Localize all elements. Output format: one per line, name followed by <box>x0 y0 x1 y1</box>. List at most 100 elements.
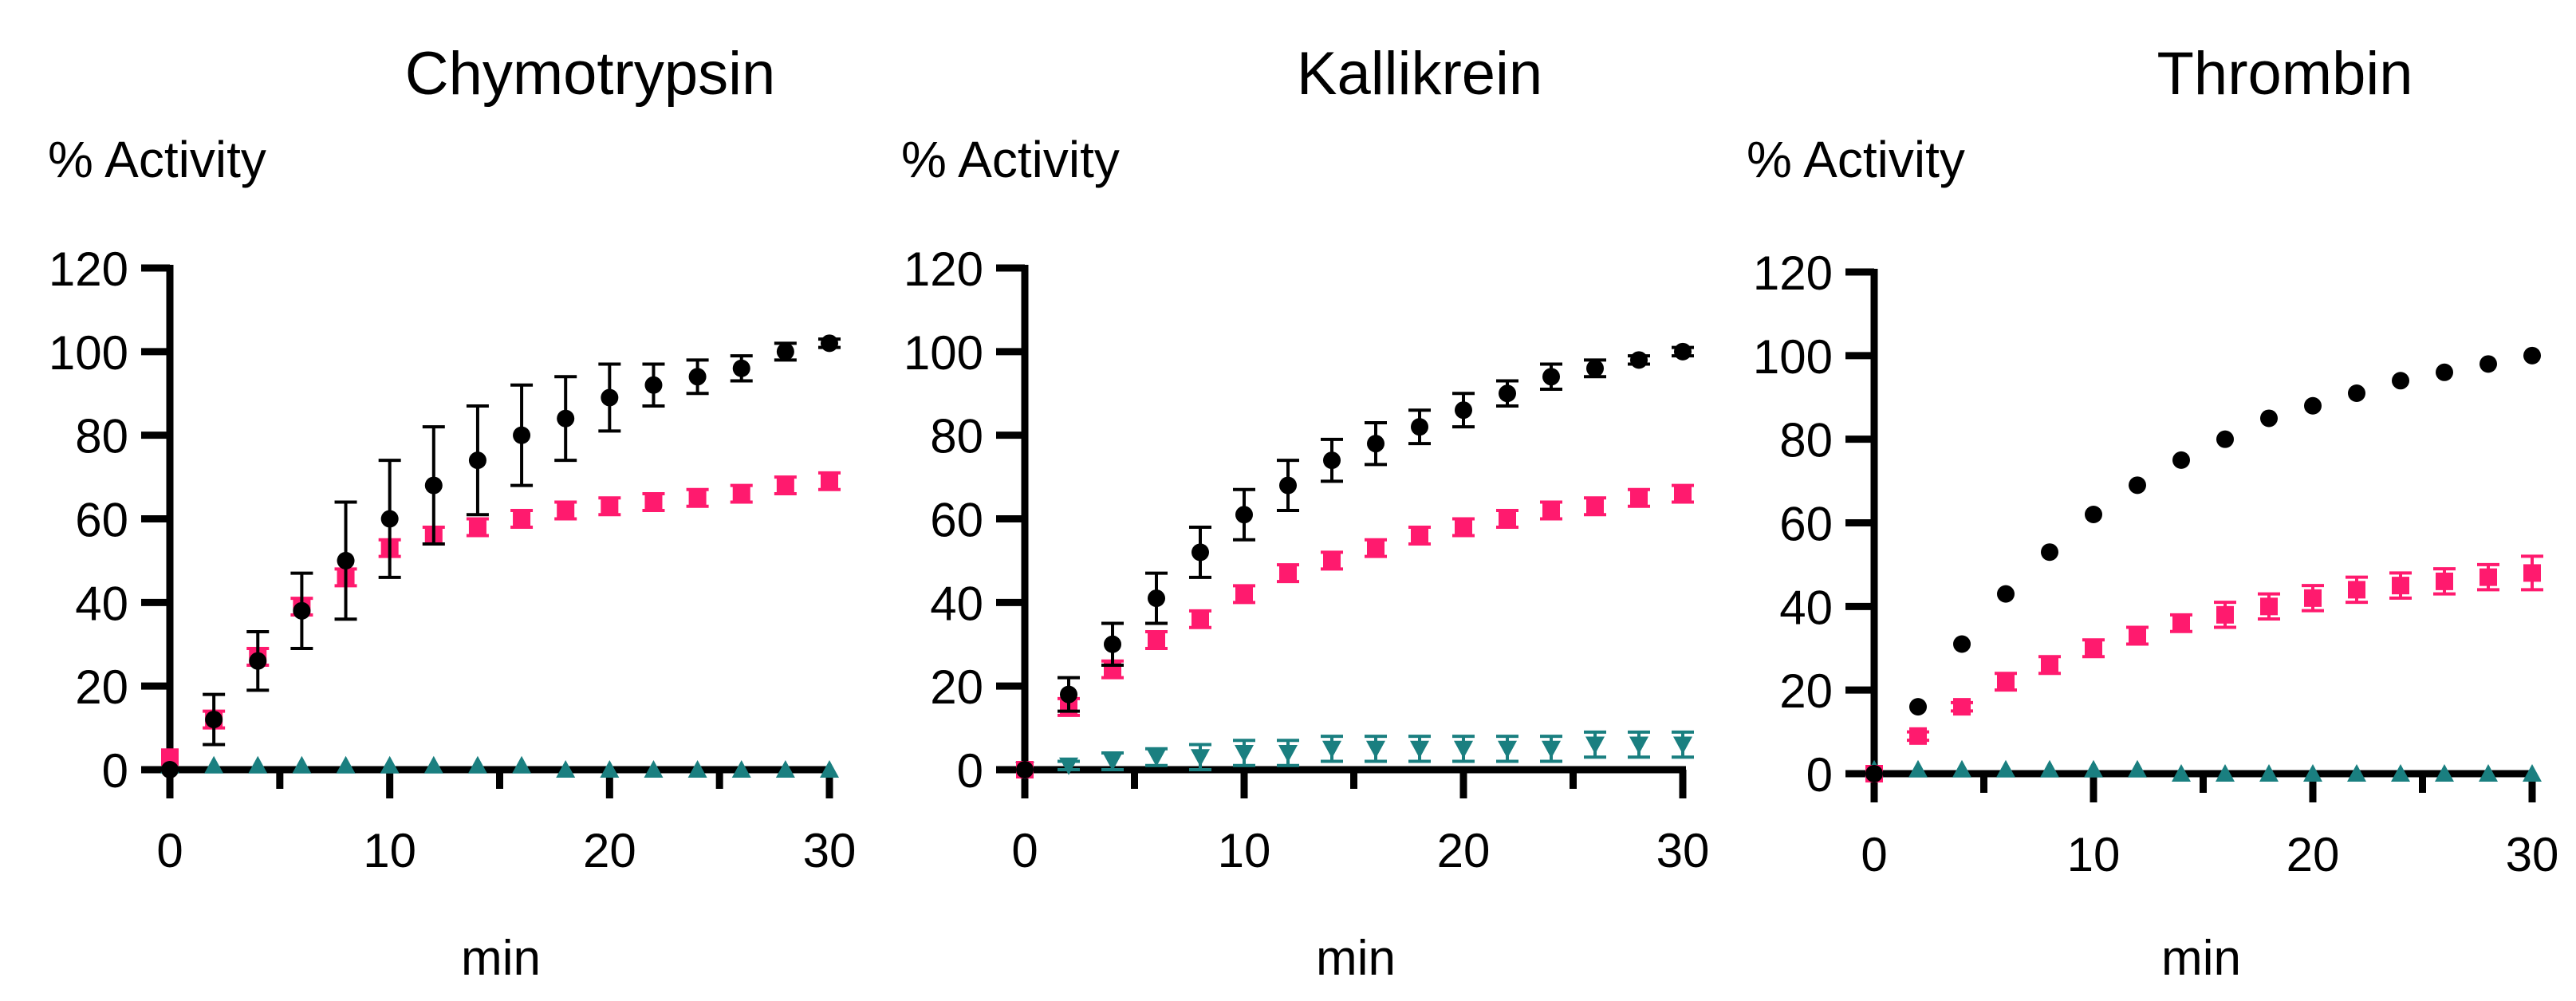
data-point-pink <box>1630 489 1648 507</box>
data-point-teal <box>1629 736 1648 755</box>
y-tick-label: 80 <box>930 410 983 463</box>
data-point-pink <box>1997 672 2015 691</box>
data-point-black <box>2479 355 2497 373</box>
data-point-teal <box>2259 764 2279 782</box>
data-point-teal <box>2391 764 2410 782</box>
plot-area: 0 20 40 60 80 100 120 0 10 20 30 <box>904 242 1709 877</box>
data-point-pink <box>1674 485 1692 503</box>
data-point-black <box>513 426 531 444</box>
data-point-black <box>732 359 750 377</box>
data-point-pink <box>1953 698 1971 716</box>
y-tick-label: 120 <box>49 242 128 296</box>
data-point-pink <box>1542 502 1560 520</box>
y-tick-label: 40 <box>1779 581 1833 634</box>
data-point-teal <box>292 755 312 774</box>
data-point-black <box>1865 765 1883 782</box>
y-tick-label: 80 <box>75 410 128 463</box>
data-point-teal <box>2040 759 2059 778</box>
data-point-pink <box>2348 581 2365 599</box>
chart-panel-thrombin: Thrombin % Activity min 0204060801001200… <box>1747 40 2558 986</box>
data-point-pink <box>732 485 750 503</box>
y-tick-label: 20 <box>1779 664 1833 718</box>
y-tick-label: 40 <box>930 577 983 630</box>
data-point-teal <box>2216 764 2235 782</box>
x-tick-label: 30 <box>803 824 857 877</box>
y-axis-label: % Activity <box>1747 131 1965 188</box>
y-tick-label: 20 <box>930 660 983 714</box>
data-point-black <box>2085 506 2102 524</box>
plot-area: 0 20 40 60 80 100 120 0 10 20 30 <box>1753 246 2558 881</box>
data-point-pink <box>1279 564 1297 582</box>
data-point-teal <box>1410 740 1429 759</box>
data-point-black <box>468 451 486 470</box>
data-point-teal <box>2172 764 2191 782</box>
data-point-teal <box>2303 764 2322 782</box>
data-point-black <box>2348 384 2365 403</box>
y-axis-label: % Activity <box>901 131 1120 188</box>
data-point-pink <box>688 489 707 507</box>
data-point-teal <box>2128 759 2147 778</box>
data-point-black <box>2523 346 2541 365</box>
data-point-black <box>1323 451 1341 470</box>
y-tick-label: 80 <box>1779 414 1833 467</box>
x-tick-label: 0 <box>1861 828 1887 881</box>
data-point-pink <box>2041 656 2058 674</box>
data-point-black <box>2260 409 2278 428</box>
data-point-teal <box>1952 759 1971 778</box>
series-pink <box>1865 554 2543 782</box>
data-point-teal <box>512 755 532 774</box>
data-point-black <box>2041 543 2058 562</box>
data-point-pink <box>557 502 575 520</box>
x-tick-label: 30 <box>2506 828 2559 881</box>
x-tick-label: 10 <box>2067 828 2121 881</box>
x-tick-label: 20 <box>1437 824 1491 877</box>
data-point-pink <box>1235 585 1253 603</box>
data-point-pink <box>1191 610 1209 629</box>
y-tick-label: 60 <box>1779 498 1833 551</box>
data-point-teal <box>1191 749 1210 767</box>
data-point-black <box>1586 359 1604 377</box>
x-tick-label: 10 <box>363 824 416 877</box>
data-point-black <box>644 376 663 394</box>
data-point-pink <box>2304 589 2322 607</box>
data-point-black <box>821 334 838 353</box>
data-point-black <box>601 388 619 407</box>
series-pink <box>161 471 841 767</box>
data-point-pink <box>1499 510 1516 528</box>
chart-title: Chymotrypsin <box>405 40 776 108</box>
y-tick-label: 120 <box>1753 246 1833 300</box>
data-point-teal <box>1235 745 1254 763</box>
data-point-black <box>1191 543 1209 562</box>
data-point-black <box>1674 342 1692 361</box>
data-point-teal <box>1585 736 1605 755</box>
y-tick-label: 100 <box>1753 330 1833 384</box>
chart-title: Thrombin <box>2157 40 2413 108</box>
data-point-pink <box>601 497 619 515</box>
series-black <box>161 334 841 778</box>
y-axis-label: % Activity <box>48 131 266 188</box>
data-point-teal <box>687 760 707 778</box>
data-point-black <box>1499 384 1516 403</box>
data-point-pink <box>161 748 179 767</box>
data-point-pink <box>1586 497 1604 515</box>
data-point-black <box>2172 451 2190 469</box>
data-point-teal <box>600 760 620 778</box>
data-point-teal <box>1996 759 2015 778</box>
data-point-teal <box>1147 749 1166 767</box>
data-point-black <box>1235 506 1253 524</box>
y-tick-label: 60 <box>930 494 983 547</box>
series-black <box>1016 342 1694 778</box>
data-point-pink <box>2172 614 2190 633</box>
data-point-black <box>380 510 399 528</box>
x-tick-label: 30 <box>1656 824 1710 877</box>
data-point-pink <box>1455 518 1472 536</box>
data-point-teal <box>820 760 839 778</box>
x-tick-label: 0 <box>156 824 183 877</box>
data-point-teal <box>380 755 400 774</box>
series-teal <box>1015 730 1694 779</box>
data-point-teal <box>1454 740 1473 759</box>
data-point-pink <box>2392 577 2409 595</box>
data-point-pink <box>2436 572 2453 590</box>
data-point-black <box>1630 351 1648 369</box>
y-tick-label: 120 <box>904 242 983 296</box>
